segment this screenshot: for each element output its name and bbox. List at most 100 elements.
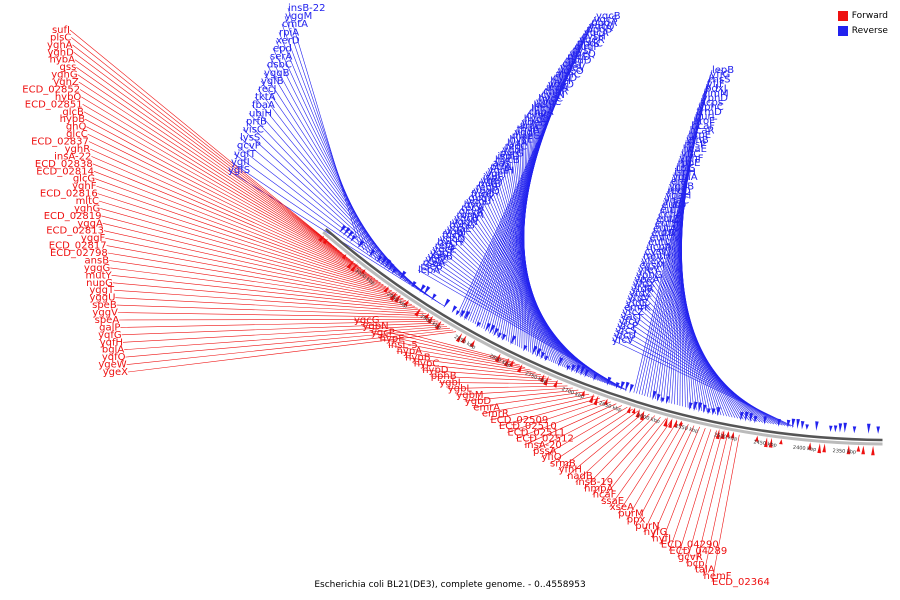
reverse-gene-label[interactable]: ygeR bbox=[579, 35, 604, 46]
forward-gene-label[interactable]: ssaE bbox=[601, 496, 624, 507]
forward-gene-label[interactable]: ghQ bbox=[66, 122, 87, 133]
reverse-gene-label[interactable]: rseA bbox=[423, 258, 445, 269]
forward-gene-label[interactable]: yghZ bbox=[53, 77, 79, 88]
reverse-gene-label[interactable]: yphG bbox=[636, 270, 662, 281]
reverse-gene-label[interactable]: thyA bbox=[517, 124, 540, 135]
forward-gene-label[interactable]: yggG bbox=[84, 263, 110, 274]
reverse-gene-label[interactable]: hycF bbox=[464, 200, 488, 211]
reverse-gene-label[interactable]: cysI bbox=[572, 45, 592, 56]
forward-gene-label[interactable]: insB-19 bbox=[576, 477, 614, 488]
reverse-gene-label[interactable]: ygdN bbox=[452, 217, 478, 228]
reverse-gene-label[interactable]: ypeA bbox=[634, 275, 659, 286]
reverse-gene-label[interactable]: epd bbox=[273, 44, 292, 55]
forward-gene-label[interactable]: hypC bbox=[414, 359, 440, 370]
forward-gene-label[interactable]: ygeW bbox=[98, 360, 126, 371]
reverse-gene-label[interactable]: ygeB bbox=[521, 117, 546, 128]
forward-gene-label[interactable]: ygbI bbox=[439, 377, 461, 388]
forward-gene-label[interactable]: yghG bbox=[74, 203, 100, 214]
reverse-gene-label[interactable]: yfjG bbox=[710, 70, 730, 81]
reverse-gene-label[interactable]: yfeX bbox=[641, 256, 664, 267]
forward-gene-label[interactable]: ECD_04290 bbox=[661, 540, 719, 551]
forward-gene-label[interactable]: hyfJ bbox=[652, 533, 671, 544]
reverse-gene-label[interactable]: ygcE bbox=[432, 244, 456, 255]
reverse-gene-label[interactable]: insB-22 bbox=[288, 3, 326, 14]
forward-gene-label[interactable]: hyfG bbox=[644, 527, 668, 538]
reverse-gene-label[interactable]: lysA bbox=[507, 138, 528, 149]
reverse-gene-label[interactable]: argA bbox=[546, 83, 569, 94]
reverse-gene-label[interactable]: gudD bbox=[565, 56, 592, 67]
reverse-gene-label[interactable]: rumA bbox=[457, 210, 484, 221]
reverse-gene-label[interactable]: ygcY bbox=[481, 176, 506, 187]
forward-gene-label[interactable]: yqfH bbox=[100, 337, 123, 348]
forward-gene-label[interactable]: gcvR bbox=[678, 552, 703, 563]
reverse-gene-label[interactable]: ygeQ bbox=[570, 49, 596, 60]
reverse-gene-label[interactable]: acps bbox=[700, 98, 723, 109]
reverse-gene-label[interactable]: pdxJ bbox=[705, 84, 727, 95]
reverse-gene-label[interactable]: fucO bbox=[471, 190, 494, 201]
forward-gene-label[interactable]: insA-22 bbox=[54, 151, 91, 162]
forward-gene-label[interactable]: hybB bbox=[60, 114, 86, 125]
reverse-gene-label[interactable]: emrK bbox=[624, 302, 651, 313]
reverse-gene-label[interactable]: yfdV bbox=[628, 293, 651, 304]
reverse-gene-label[interactable]: rimM bbox=[703, 88, 728, 99]
reverse-gene-label[interactable]: rseB bbox=[420, 262, 442, 273]
reverse-gene-label[interactable]: ygeC bbox=[536, 97, 561, 108]
reverse-gene-label[interactable]: xerD bbox=[276, 35, 300, 46]
reverse-gene-label[interactable]: aas bbox=[493, 159, 510, 170]
reverse-gene-label[interactable]: grpE bbox=[688, 130, 711, 141]
reverse-gene-label[interactable]: eutE bbox=[657, 214, 680, 225]
forward-gene-label[interactable]: hcaF bbox=[593, 490, 617, 501]
reverse-gene-label[interactable]: araE bbox=[519, 121, 542, 132]
forward-gene-label[interactable]: ECD_02851 bbox=[25, 99, 83, 110]
reverse-gene-label[interactable]: hcaF bbox=[691, 121, 715, 132]
reverse-gene-label[interactable]: eutQ bbox=[662, 200, 686, 211]
forward-gene-label[interactable]: yqfG bbox=[98, 330, 122, 341]
reverse-gene-label[interactable]: dsbC bbox=[267, 60, 292, 71]
reverse-gene-label[interactable]: yphC bbox=[698, 102, 724, 113]
reverse-gene-label[interactable]: pyrG bbox=[500, 148, 524, 159]
forward-gene-label[interactable]: bcp bbox=[686, 558, 704, 569]
forward-gene-label[interactable]: ECD_02813 bbox=[46, 226, 104, 237]
reverse-gene-label[interactable]: yfcV bbox=[612, 335, 634, 346]
reverse-gene-label[interactable]: recB bbox=[476, 183, 499, 194]
forward-gene-label[interactable]: yfiQ bbox=[542, 452, 562, 463]
forward-gene-label[interactable]: emrR bbox=[482, 409, 509, 420]
forward-gene-label[interactable]: ECD_02509 bbox=[490, 415, 548, 426]
reverse-gene-label[interactable]: ygdH bbox=[488, 166, 514, 177]
reverse-gene-label[interactable]: lepA bbox=[418, 265, 440, 276]
reverse-gene-label[interactable]: eutC bbox=[650, 233, 673, 244]
reverse-gene-label[interactable]: lysS bbox=[240, 133, 260, 144]
reverse-gene-label[interactable]: hycH bbox=[437, 238, 462, 249]
reverse-gene-label[interactable]: mntH bbox=[643, 251, 671, 262]
forward-gene-label[interactable]: hypB bbox=[405, 352, 431, 363]
reverse-gene-label[interactable]: chpA bbox=[529, 107, 554, 118]
reverse-gene-label[interactable]: vacJ bbox=[621, 312, 642, 323]
reverse-gene-label[interactable]: recD bbox=[567, 52, 591, 63]
forward-gene-label[interactable]: speB bbox=[92, 300, 117, 311]
forward-gene-label[interactable]: ECD_02512 bbox=[516, 434, 574, 445]
forward-gene-label[interactable]: yfhH bbox=[559, 465, 582, 476]
forward-gene-label[interactable]: ECD_02819 bbox=[44, 211, 102, 222]
reverse-gene-label[interactable]: yfdE bbox=[626, 298, 648, 309]
forward-gene-label[interactable]: hypA bbox=[397, 346, 423, 357]
forward-gene-label[interactable]: ECD_02837 bbox=[31, 137, 89, 148]
reverse-gene-label[interactable]: yphF bbox=[679, 153, 704, 164]
reverse-gene-label[interactable]: gcvP bbox=[237, 141, 261, 152]
reverse-gene-label[interactable]: yfdZ bbox=[629, 288, 652, 299]
forward-gene-label[interactable]: plsC bbox=[50, 32, 71, 43]
reverse-gene-label[interactable]: ucpA bbox=[647, 242, 672, 253]
reverse-gene-label[interactable]: yqcB bbox=[596, 11, 621, 22]
forward-gene-label[interactable]: glcG bbox=[73, 174, 95, 185]
reverse-gene-label[interactable]: ygeD bbox=[548, 80, 574, 91]
reverse-gene-label[interactable]: ygaH bbox=[665, 191, 691, 202]
reverse-gene-label[interactable]: yphD bbox=[702, 93, 729, 104]
reverse-gene-label[interactable]: yggl bbox=[445, 227, 466, 238]
forward-gene-label[interactable]: mltC bbox=[76, 196, 99, 207]
reverse-gene-label[interactable]: ubiH bbox=[249, 108, 272, 119]
forward-gene-label[interactable]: mutY bbox=[85, 270, 112, 281]
reverse-gene-label[interactable]: hycB bbox=[495, 155, 520, 166]
reverse-gene-label[interactable]: ygdL bbox=[514, 128, 539, 139]
reverse-gene-label[interactable]: lgt bbox=[531, 104, 544, 115]
forward-gene-label[interactable]: ygcG bbox=[354, 315, 380, 326]
reverse-gene-label[interactable]: recJ bbox=[258, 84, 277, 95]
